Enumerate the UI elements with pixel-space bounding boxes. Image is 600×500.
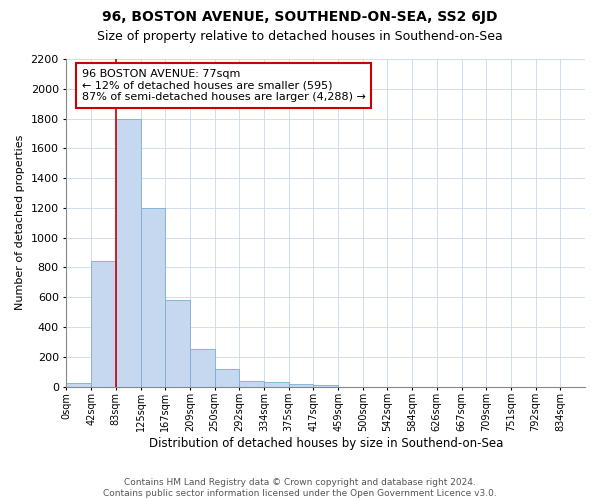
Bar <box>313 385 338 386</box>
Text: Contains HM Land Registry data © Crown copyright and database right 2024.
Contai: Contains HM Land Registry data © Crown c… <box>103 478 497 498</box>
Bar <box>215 368 239 386</box>
Bar <box>289 384 313 386</box>
Bar <box>67 383 91 386</box>
Text: 96, BOSTON AVENUE, SOUTHEND-ON-SEA, SS2 6JD: 96, BOSTON AVENUE, SOUTHEND-ON-SEA, SS2 … <box>102 10 498 24</box>
Text: 96 BOSTON AVENUE: 77sqm
← 12% of detached houses are smaller (595)
87% of semi-d: 96 BOSTON AVENUE: 77sqm ← 12% of detache… <box>82 69 366 102</box>
Bar <box>190 348 215 387</box>
Bar <box>116 118 140 386</box>
Text: Size of property relative to detached houses in Southend-on-Sea: Size of property relative to detached ho… <box>97 30 503 43</box>
Bar <box>239 382 264 386</box>
Bar <box>140 208 165 386</box>
Bar <box>165 300 190 386</box>
Bar <box>91 262 116 386</box>
Bar <box>264 382 289 386</box>
Y-axis label: Number of detached properties: Number of detached properties <box>15 135 25 310</box>
X-axis label: Distribution of detached houses by size in Southend-on-Sea: Distribution of detached houses by size … <box>149 437 503 450</box>
